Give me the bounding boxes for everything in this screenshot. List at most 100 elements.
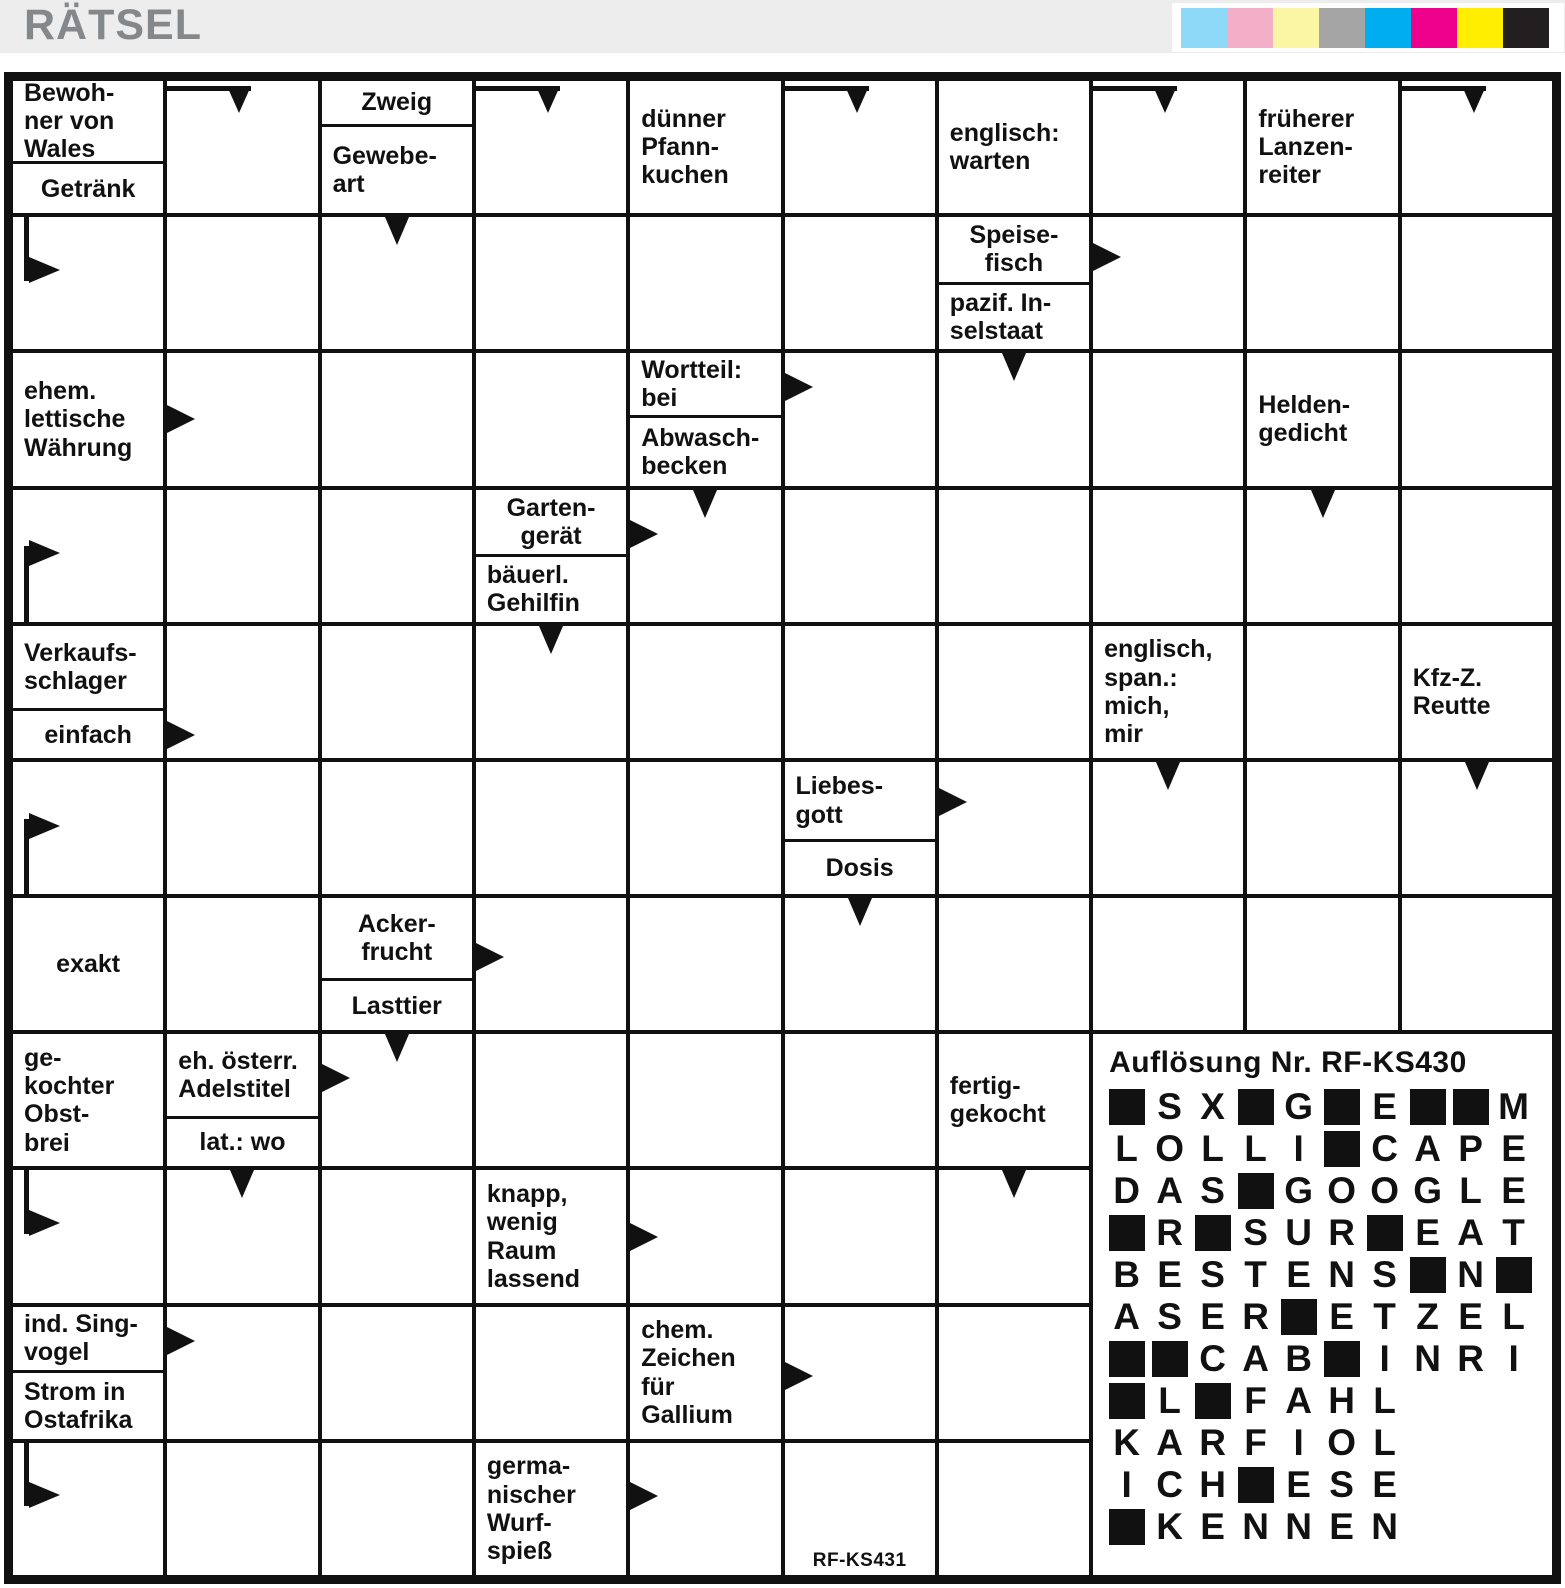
answer-cell-r6c2[interactable] (167, 761, 318, 895)
clue-text: pazif. In-selstaat (938, 281, 1090, 350)
answer-cell-r11c2[interactable] (167, 1442, 318, 1575)
answer-cell-r1c8[interactable] (1093, 81, 1244, 214)
answer-cell-r6c5[interactable] (630, 761, 781, 895)
answer-cell-r7c2[interactable] (167, 898, 318, 1031)
answer-cell-r2c4[interactable] (475, 217, 627, 350)
answer-cell-r7c6[interactable] (784, 898, 935, 1031)
arrow-tri-down-icon (1001, 1170, 1026, 1199)
solution-letter: G (1284, 1086, 1313, 1128)
answer-cell-r9c3[interactable] (321, 1170, 472, 1303)
solution-letter: K (1156, 1506, 1183, 1548)
answer-cell-r4c2[interactable] (167, 489, 318, 622)
answer-cell-r5c2[interactable] (167, 625, 318, 758)
clue-cell-ackerfrucht-lasttier: Acker-frucht Lasttier (321, 898, 472, 1031)
answer-cell-r4c3[interactable] (321, 489, 472, 622)
arrow-bar-down-icon (1401, 86, 1486, 91)
answer-cell-r9c7[interactable] (938, 1170, 1090, 1303)
answer-cell-r5c3[interactable] (321, 625, 472, 758)
solution-letter: B (1285, 1338, 1312, 1380)
answer-cell-r1c2[interactable] (167, 81, 318, 214)
answer-cell-r10c7[interactable] (938, 1306, 1090, 1439)
solution-letter: C (1371, 1128, 1398, 1170)
answer-cell-r3c10[interactable] (1401, 353, 1552, 486)
clue-cell-exakt: exakt (13, 898, 164, 1031)
answer-cell-r11c3[interactable] (321, 1442, 472, 1575)
answer-cell-r2c5[interactable] (630, 217, 781, 350)
answer-cell-r6c1[interactable] (13, 761, 164, 895)
solution-letter: N (1457, 1254, 1484, 1296)
answer-cell-r8c5[interactable] (630, 1034, 781, 1167)
answer-cell-r7c9[interactable] (1247, 898, 1398, 1031)
answer-cell-r1c10[interactable] (1401, 81, 1552, 214)
answer-cell-r6c3[interactable] (321, 761, 472, 895)
answer-cell-r5c5[interactable] (630, 625, 781, 758)
answer-cell-r9c1[interactable] (13, 1170, 164, 1303)
answer-cell-r8c3[interactable] (321, 1034, 472, 1167)
answer-cell-r4c7[interactable] (938, 489, 1090, 622)
answer-cell-r10c6[interactable] (784, 1306, 935, 1439)
solution-letter: E (1501, 1170, 1526, 1212)
arrow-tri-down-icon (1156, 761, 1181, 790)
answer-cell-r6c4[interactable] (475, 761, 627, 895)
answer-cell-r8c4[interactable] (475, 1034, 627, 1167)
answer-cell-r1c4[interactable] (475, 81, 627, 214)
clue-cell-liebesgott-dosis: Liebes-gott Dosis (784, 761, 935, 895)
answer-cell-r2c1[interactable] (13, 217, 164, 350)
answer-cell-r6c7[interactable] (938, 761, 1090, 895)
answer-cell-r4c1[interactable] (13, 489, 164, 622)
arrow-bar-down-icon (227, 86, 252, 113)
answer-cell-r6c10[interactable] (1401, 761, 1552, 895)
answer-cell-r6c9[interactable] (1247, 761, 1398, 895)
answer-cell-r10c3[interactable] (321, 1306, 472, 1439)
answer-cell-r11c7[interactable] (938, 1442, 1090, 1575)
answer-cell-r5c7[interactable] (938, 625, 1090, 758)
solution-letter: E (1415, 1212, 1440, 1254)
answer-cell-r3c2[interactable] (167, 353, 318, 486)
answer-cell-r9c2[interactable] (167, 1170, 318, 1303)
answer-cell-r2c9[interactable] (1247, 217, 1398, 350)
answer-cell-r5c4[interactable] (475, 625, 627, 758)
solution-black-square (1323, 1131, 1360, 1168)
answer-cell-r9c6[interactable] (784, 1170, 935, 1303)
solution-letter: S (1329, 1464, 1354, 1506)
color-swatch-5 (1365, 7, 1411, 48)
answer-cell-r3c3[interactable] (321, 353, 472, 486)
clue-cell-ind-singvogel-strom: ind. Sing-vogel Strom in Ostafrika (13, 1306, 164, 1439)
answer-cell-r7c7[interactable] (938, 898, 1090, 1031)
solution-letter: F (1244, 1422, 1267, 1464)
clue-cell-gekochter-obstbrei: ge-kochter Obst-brei (13, 1034, 164, 1167)
clue-text: bäuerl. Gehilfin (475, 554, 627, 622)
answer-cell-r2c6[interactable] (784, 217, 935, 350)
answer-cell-r4c9[interactable] (1247, 489, 1398, 622)
answer-cell-r4c5[interactable] (630, 489, 781, 622)
answer-cell-r4c6[interactable] (784, 489, 935, 622)
answer-cell-r5c6[interactable] (784, 625, 935, 758)
answer-cell-r4c8[interactable] (1093, 489, 1244, 622)
answer-cell-r2c10[interactable] (1401, 217, 1552, 350)
answer-cell-r2c3[interactable] (321, 217, 472, 350)
answer-cell-r6c8[interactable] (1093, 761, 1244, 895)
answer-cell-r4c10[interactable] (1401, 489, 1552, 622)
answer-cell-r7c10[interactable] (1401, 898, 1552, 1031)
answer-cell-r9c5[interactable] (630, 1170, 781, 1303)
answer-cell-r11c6[interactable]: RF-KS431 (784, 1442, 935, 1575)
answer-cell-r8c6[interactable] (784, 1034, 935, 1167)
answer-cell-r2c8[interactable] (1093, 217, 1244, 350)
clue-text: lat.: wo (167, 1115, 318, 1167)
answer-cell-r10c2[interactable] (167, 1306, 318, 1439)
answer-cell-r2c2[interactable] (167, 217, 318, 350)
answer-cell-r7c8[interactable] (1093, 898, 1244, 1031)
answer-cell-r3c6[interactable] (784, 353, 935, 486)
answer-cell-r11c1[interactable] (13, 1442, 164, 1575)
arrow-bar-down-icon (475, 86, 561, 91)
answer-cell-r7c4[interactable] (475, 898, 627, 1031)
solution-letter: N (1242, 1506, 1269, 1548)
answer-cell-r10c4[interactable] (475, 1306, 627, 1439)
answer-cell-r11c5[interactable] (630, 1442, 781, 1575)
answer-cell-r5c9[interactable] (1247, 625, 1398, 758)
answer-cell-r3c8[interactable] (1093, 353, 1244, 486)
answer-cell-r1c6[interactable] (784, 81, 935, 214)
answer-cell-r3c7[interactable] (938, 353, 1090, 486)
answer-cell-r7c5[interactable] (630, 898, 781, 1031)
answer-cell-r3c4[interactable] (475, 353, 627, 486)
